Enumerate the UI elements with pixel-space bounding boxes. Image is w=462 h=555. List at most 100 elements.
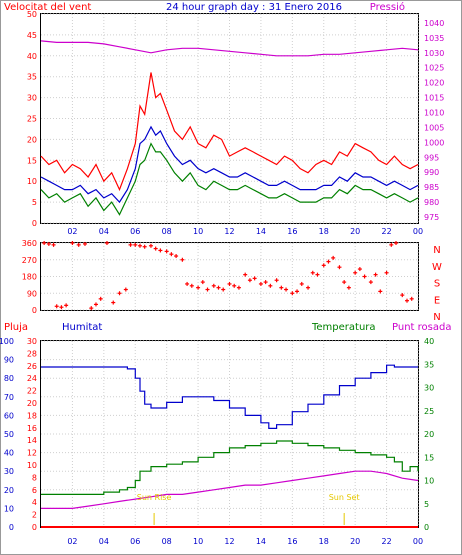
direction-point <box>409 296 414 301</box>
direction-point <box>295 289 300 294</box>
direction-point <box>378 289 383 294</box>
temperature-line <box>41 440 419 495</box>
wind-x-tick: 06 <box>130 227 140 236</box>
direction-point <box>46 241 51 246</box>
wind-plot-area <box>40 13 419 224</box>
wind-x-tick: 14 <box>256 227 266 236</box>
direction-point <box>232 283 237 288</box>
rain-y-tick: 16 <box>27 424 37 433</box>
direction-point <box>117 291 122 296</box>
compass-label: W <box>432 262 442 273</box>
wind-x-tick: 20 <box>350 227 360 236</box>
direction-point <box>59 305 64 310</box>
rain-y-tick: 10 <box>27 461 37 470</box>
direction-point <box>321 263 326 268</box>
direction-point <box>331 255 336 260</box>
rain-y-tick: 28 <box>27 349 37 358</box>
wind-line <box>40 142 419 216</box>
temperature-y-tick: 5 <box>424 500 429 509</box>
wind-x-tick: 18 <box>319 227 329 236</box>
direction-point <box>400 293 405 298</box>
wind-y-tick: 30 <box>27 94 37 103</box>
wind-y-tick: 10 <box>27 177 37 186</box>
humidity-y-axis: 0 10 20 30 40 50 60 70 80 90 100 <box>0 337 14 532</box>
pressure-y-tick: 1020 <box>424 79 444 88</box>
pressure-line <box>40 40 419 57</box>
direction-point <box>51 242 56 247</box>
direction-point <box>405 298 410 303</box>
rain-y-tick: 26 <box>27 362 37 371</box>
wind-grid <box>41 13 419 224</box>
direction-point <box>258 281 263 286</box>
direction-point <box>353 270 358 275</box>
direction-point <box>346 285 351 290</box>
compass-label: N <box>433 312 440 323</box>
humidity-label: Humitat <box>62 322 102 333</box>
rain-y-tick: 4 <box>32 498 37 507</box>
temperature-label: Temperatura <box>311 322 376 333</box>
temp-x-tick: 16 <box>287 537 297 546</box>
wind-y-axis: 0 5 10 15 20 25 30 35 40 45 50 <box>27 10 37 228</box>
temperature-y-axis: 0 5 10 15 20 25 30 35 40 <box>424 337 434 532</box>
direction-point <box>111 300 116 305</box>
wind-y-tick: 50 <box>27 10 37 19</box>
wind-x-tick: 08 <box>162 227 172 236</box>
temp-series <box>41 364 419 528</box>
direction-point <box>368 280 373 285</box>
compass-label: S <box>434 279 440 290</box>
humidity-y-tick: 10 <box>4 504 14 513</box>
humidity-y-tick: 90 <box>4 356 14 365</box>
pressure-y-tick: 990 <box>424 168 439 177</box>
temp-x-tick: 00 <box>413 537 423 546</box>
direction-point <box>174 254 179 259</box>
direction-point <box>93 302 98 307</box>
sun-set-label: Sun Set <box>329 493 360 502</box>
pressure-y-axis: 975 980 985 990 995 1000 1005 1010 1015 1020 1025 1… <box>424 19 444 222</box>
humidity-y-tick: 60 <box>4 411 14 420</box>
rain-y-tick: 2 <box>32 511 37 520</box>
temp-x-tick: 08 <box>162 537 172 546</box>
temperature-y-tick: 40 <box>424 337 434 346</box>
direction-grid <box>41 242 419 311</box>
direction-y-tick: 270 <box>22 256 37 265</box>
temp-x-tick: 18 <box>319 537 329 546</box>
temperature-y-tick: 20 <box>424 430 434 439</box>
rain-y-tick: 0 <box>32 523 37 532</box>
direction-point <box>128 242 133 247</box>
direction-point <box>290 291 295 296</box>
direction-point <box>394 241 399 245</box>
temp-x-tick: 04 <box>99 537 109 546</box>
wind-x-tick: 02 <box>67 227 77 236</box>
wind-y-tick: 25 <box>27 115 37 124</box>
direction-point <box>64 303 69 308</box>
direction-point <box>205 287 210 292</box>
direction-y-tick: 0 <box>32 306 37 315</box>
direction-point <box>263 280 268 285</box>
rain-y-tick: 8 <box>32 473 37 482</box>
temperature-y-tick: 0 <box>424 523 429 532</box>
direction-point <box>243 272 248 277</box>
pressure-y-tick: 1035 <box>424 34 444 43</box>
wind-series <box>40 40 419 216</box>
direction-point <box>299 281 304 286</box>
wind-x-tick: 16 <box>287 227 297 236</box>
direction-point <box>82 241 87 246</box>
chart-title: 24 hour graph day : 31 Enero 2016 <box>166 2 342 13</box>
direction-point <box>274 278 279 283</box>
pressure-y-tick: 995 <box>424 153 439 162</box>
wind-x-tick: 00 <box>413 227 423 236</box>
direction-point <box>164 249 169 254</box>
direction-point <box>221 287 226 292</box>
temp-x-tick: 02 <box>67 537 77 546</box>
pressure-y-tick: 985 <box>424 183 439 192</box>
rain-y-tick: 6 <box>32 486 37 495</box>
direction-y-axis: 0 90 180 270 360 <box>22 239 37 315</box>
direction-point <box>306 285 311 290</box>
direction-point <box>89 306 94 311</box>
direction-point <box>227 281 232 286</box>
direction-y-tick: 90 <box>27 289 37 298</box>
temp-x-tick: 06 <box>130 537 140 546</box>
direction-point <box>342 280 347 285</box>
